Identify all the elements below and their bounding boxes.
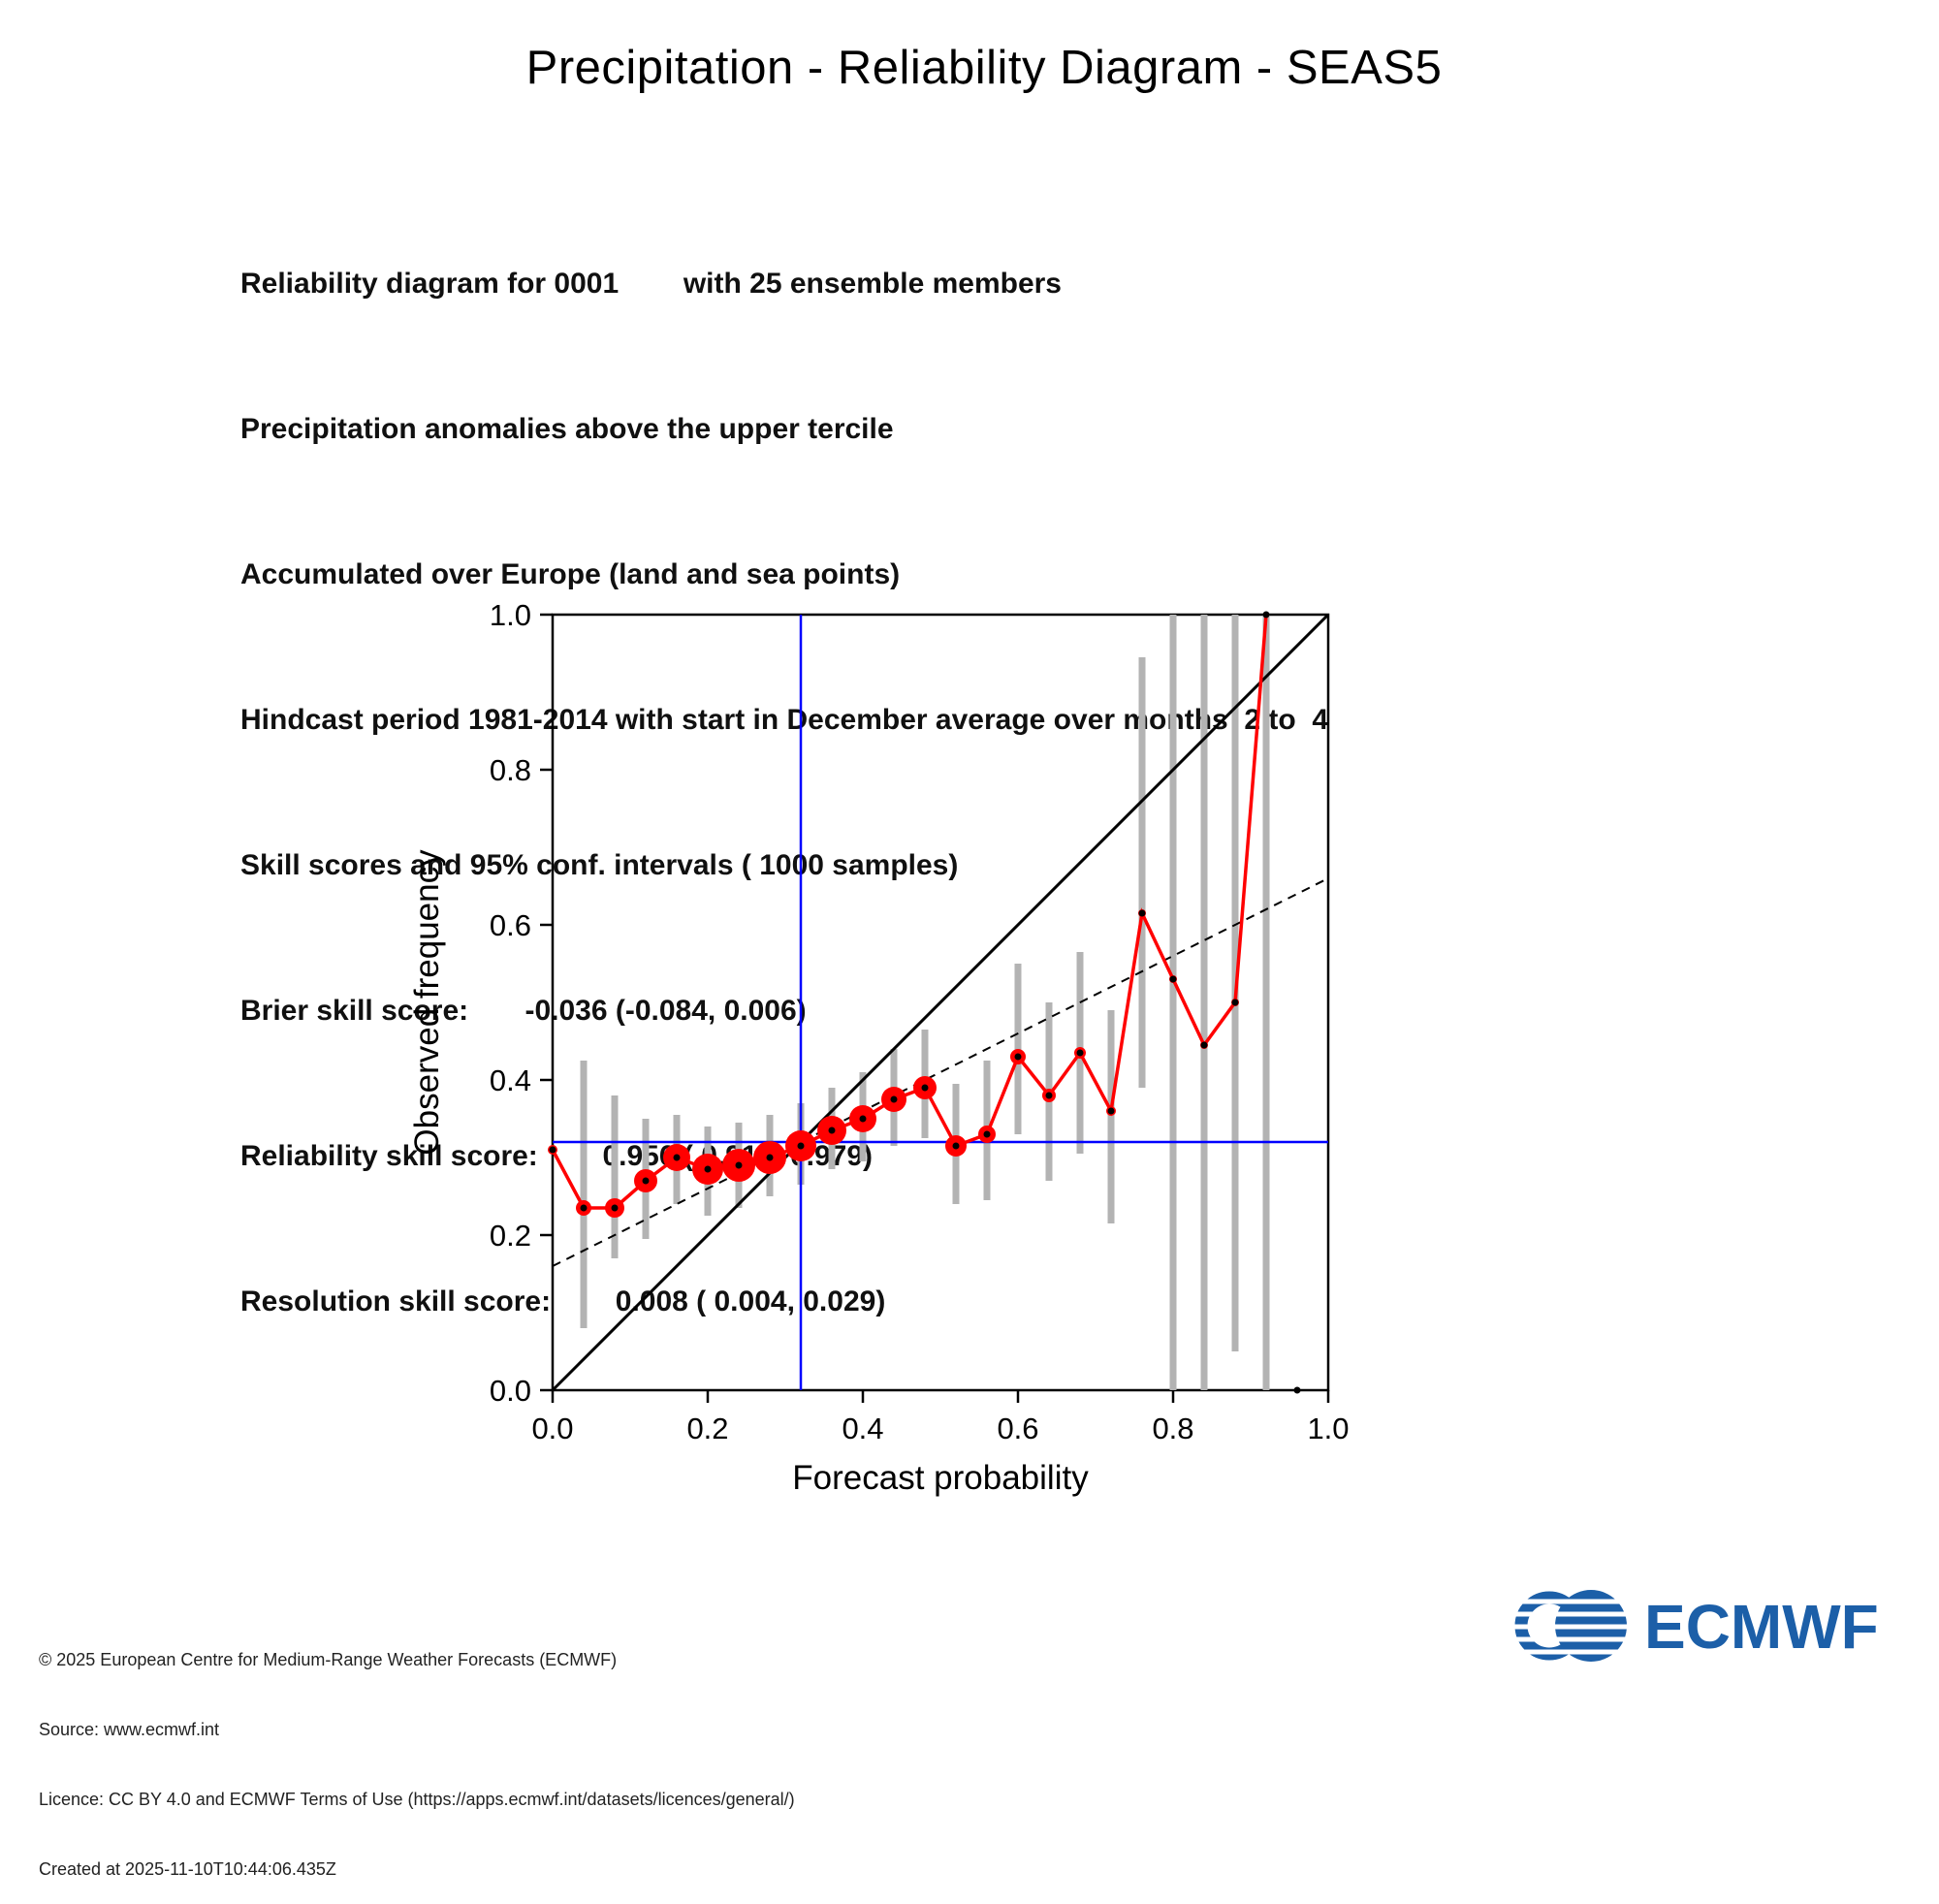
x-tick-label: 0.8	[1152, 1412, 1193, 1445]
point-dot	[859, 1115, 867, 1123]
info-line-brier-score: Brier skill score: -0.036 (-0.084, 0.006…	[240, 995, 807, 1027]
point-dot	[1076, 1049, 1084, 1057]
point-dot	[1014, 1053, 1022, 1061]
point-dot	[921, 1084, 929, 1092]
y-tick-label: 0.8	[490, 753, 531, 787]
no-skill-line	[552, 877, 1329, 1267]
page-title: Precipitation - Reliability Diagram - SE…	[525, 42, 1443, 94]
y-tick-label: 0.2	[490, 1219, 531, 1253]
x-tick-label: 1.0	[1307, 1412, 1349, 1445]
reliability-chart: 0.0 0.2 0.4 0.6 0.8 1.0 0.0 0.2 0.4 0.6 0.8 1.0 Fore…	[368, 582, 1454, 1556]
point-dot	[1262, 611, 1270, 619]
x-tick-label: 0.2	[686, 1412, 728, 1445]
info-line-variable: Precipitation anomalies above the upper …	[240, 413, 894, 445]
diagram-description-block: Reliability diagram for 0001 with 25 ens…	[240, 163, 1328, 1375]
point-dot	[1045, 1092, 1053, 1099]
info-line-skill-header: Skill scores and 95% conf. intervals ( 1…	[240, 849, 959, 881]
y-tick-label: 0.6	[490, 908, 531, 942]
point-dot	[704, 1165, 712, 1173]
point-dot	[611, 1204, 619, 1212]
x-tick-label: 0.0	[531, 1412, 573, 1445]
reliability-chart-svg: 0.0 0.2 0.4 0.6 0.8 1.0 0.0 0.2 0.4 0.6 0.8 1.0 Fore…	[408, 598, 1350, 1497]
footer-copyright: © 2025 European Centre for Medium-Range …	[39, 1650, 618, 1669]
y-tick-label: 1.0	[490, 598, 531, 632]
point-dot	[828, 1127, 836, 1134]
point-dot	[580, 1204, 588, 1212]
info-line-ensemble: Reliability diagram for 0001 with 25 ens…	[240, 268, 1062, 300]
copyright-footer: © 2025 European Centre for Medium-Range …	[39, 1602, 795, 1904]
point-dot	[642, 1177, 650, 1185]
y-tick-label: 0.0	[490, 1374, 531, 1408]
footer-created-at: Created at 2025-11-10T10:44:06.435Z	[39, 1859, 336, 1879]
point-dot	[766, 1154, 774, 1161]
point-dot	[735, 1161, 743, 1169]
ecmwf-logo: ECMWF	[1501, 1572, 1918, 1684]
point-dot	[549, 1146, 556, 1154]
info-line-reliability-score: Reliability skill score: 0.956 ( 0.910, …	[240, 1140, 874, 1172]
point-dot	[1200, 1041, 1208, 1049]
footer-source: Source: www.ecmwf.int	[39, 1720, 220, 1739]
footer-licence: Licence: CC BY 4.0 and ECMWF Terms of Us…	[39, 1790, 795, 1809]
point-dot	[673, 1154, 681, 1161]
point-dot	[1107, 1107, 1115, 1115]
x-tick-label: 0.6	[997, 1412, 1038, 1445]
x-tick-label: 0.4	[842, 1412, 883, 1445]
point-dot	[952, 1142, 960, 1150]
ecmwf-logo-svg: ECMWF	[1507, 1590, 1879, 1662]
point-dot	[797, 1142, 805, 1150]
y-tick-label: 0.4	[490, 1063, 531, 1097]
perfect-reliability-line	[551, 613, 1330, 1392]
info-line-resolution-score: Resolution skill score: 0.008 ( 0.004, 0…	[240, 1285, 886, 1317]
info-line-region: Accumulated over Europe (land and sea po…	[240, 558, 901, 590]
point-dot	[1138, 909, 1146, 917]
reliability-curve	[551, 614, 1268, 1210]
y-axis-label: Observed frequency	[408, 849, 446, 1156]
point-dot	[1231, 999, 1239, 1006]
point-dot	[1293, 1386, 1301, 1394]
point-dot	[890, 1095, 898, 1103]
ecmwf-logo-text: ECMWF	[1644, 1592, 1879, 1662]
plot-frame	[551, 613, 1330, 1392]
point-dot	[983, 1130, 991, 1138]
ecmwf-globe-icon	[1507, 1590, 1635, 1662]
point-dot	[1169, 975, 1177, 983]
x-axis-label: Forecast probability	[792, 1459, 1089, 1497]
